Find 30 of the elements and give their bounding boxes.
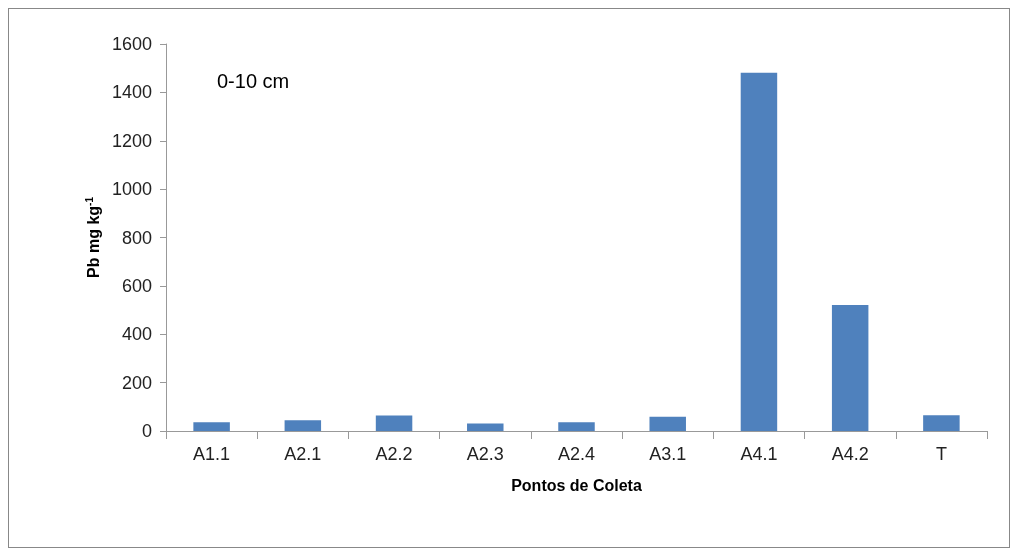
y-axis-title: Pb mg kg-1 — [83, 196, 102, 278]
y-tick-label: 200 — [121, 372, 152, 393]
x-tick-label: A3.1 — [649, 444, 687, 464]
x-tick-label: A2.1 — [284, 444, 322, 464]
y-tick-label: 0 — [141, 421, 152, 441]
bar — [740, 72, 778, 431]
bar — [923, 415, 960, 431]
bar — [375, 415, 413, 431]
bar — [284, 420, 322, 431]
x-tick-label: A4.2 — [831, 444, 869, 464]
y-tick-label: 1600 — [111, 34, 152, 54]
x-tick-label: A2.2 — [375, 444, 413, 464]
x-tick-label: A2.3 — [466, 444, 504, 464]
bar — [649, 416, 686, 431]
y-tick-label: 1400 — [111, 82, 152, 103]
x-tick-label: A1.1 — [193, 444, 231, 464]
x-tick-label: A4.1 — [740, 444, 778, 464]
y-tick-label: 1000 — [111, 179, 152, 200]
y-tick-label: 400 — [121, 324, 152, 345]
bar — [193, 422, 230, 431]
y-tick-label: 800 — [121, 227, 152, 248]
y-tick-label: 1200 — [111, 130, 152, 151]
bar — [831, 304, 869, 431]
annotation: 0-10 cm — [217, 70, 290, 92]
y-tick-label: 600 — [121, 275, 152, 296]
bar — [467, 423, 504, 431]
x-axis-title: Pontos de Coleta — [511, 476, 642, 494]
x-tick-label: A2.4 — [557, 444, 596, 464]
bar — [558, 422, 595, 431]
x-tick-label: T — [935, 444, 947, 464]
